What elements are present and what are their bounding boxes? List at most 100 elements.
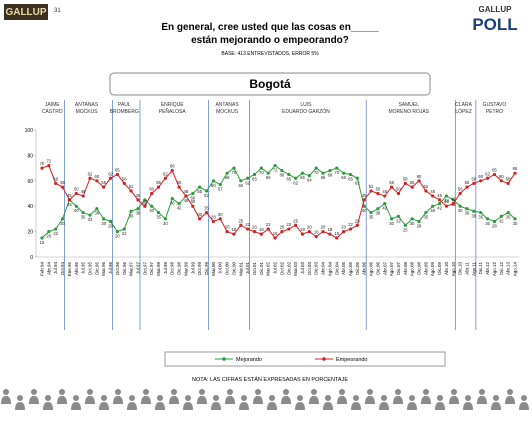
person-icon [29, 389, 39, 404]
x-tick-label: Dic.06 [375, 262, 380, 275]
person-icon [337, 389, 347, 404]
value-label: 35 [369, 215, 374, 220]
x-tick-label: Mar.00 [211, 262, 216, 276]
value-label: 52 [369, 184, 374, 189]
point [301, 233, 304, 236]
point [198, 217, 201, 220]
x-tick-label: Dic.96 [122, 262, 127, 275]
x-tick-label: Oct.95 [87, 262, 92, 276]
x-tick-label: Ago.11 [471, 262, 476, 276]
value-label: 42 [177, 206, 182, 211]
value-label: 18 [328, 227, 333, 232]
person-body [379, 402, 389, 410]
value-label: 60 [95, 174, 100, 179]
point [164, 177, 167, 180]
value-label: 65 [115, 167, 120, 172]
value-label: 70 [314, 170, 319, 175]
person-icon [85, 389, 95, 404]
person-head [185, 395, 191, 401]
value-label: 35 [204, 206, 209, 211]
person-body [99, 402, 109, 410]
point [479, 179, 482, 182]
point [376, 192, 379, 195]
person-head [367, 389, 373, 395]
person-icon [127, 395, 137, 410]
note: NOTA: LAS CIFRAS ESTÁN EXPRESADAS EN POR… [192, 376, 348, 383]
person-head [339, 389, 345, 395]
value-label: 57 [218, 187, 223, 192]
point [184, 194, 187, 197]
point [287, 227, 290, 230]
point [280, 230, 283, 233]
value-label: 72 [47, 159, 52, 164]
point [178, 186, 181, 189]
point [452, 202, 455, 205]
value-label: 28 [492, 223, 497, 228]
person-icon [99, 395, 109, 410]
value-label: 35 [478, 215, 483, 220]
mayor-label: SAMUEL [398, 102, 419, 108]
y-tick-label: 80 [27, 153, 33, 159]
person-head [87, 389, 93, 395]
x-tick-label: Jul.95 [81, 262, 86, 275]
mayor-label: MOCKUS [76, 109, 99, 115]
value-label: 35 [424, 215, 429, 220]
x-tick-label: Dic.97 [149, 262, 154, 275]
person-icon [407, 395, 417, 410]
value-label: 58 [122, 176, 127, 181]
person-head [241, 395, 247, 401]
x-tick-label: Mar.01 [238, 262, 243, 276]
point [486, 177, 489, 180]
person-icon [477, 389, 487, 404]
person-head [171, 389, 177, 395]
legend-dot [222, 357, 226, 361]
value-label: 35 [81, 215, 86, 220]
x-tick-label: Dic.00 [231, 262, 236, 275]
value-label: 36 [472, 213, 477, 218]
point [205, 211, 208, 214]
point [109, 177, 112, 180]
person-body [43, 402, 53, 410]
mayor-label: LUIS [300, 102, 312, 108]
point [239, 224, 242, 227]
x-tick-label: Ago.07 [389, 262, 394, 277]
person-head [395, 389, 401, 395]
point [116, 173, 119, 176]
point [328, 233, 331, 236]
person-icon [505, 389, 515, 404]
x-tick-label: Dic.12 [499, 262, 504, 275]
point [335, 236, 338, 239]
x-tick-label: Jul.02 [273, 262, 278, 275]
person-icon [267, 395, 277, 410]
person-body [463, 402, 473, 410]
value-label: 42 [382, 206, 387, 211]
point [356, 224, 359, 227]
x-tick-label: Mar.98 [156, 262, 161, 276]
person-head [59, 389, 65, 395]
person-head [31, 389, 37, 395]
value-label: 20 [341, 225, 346, 230]
person-body [29, 396, 39, 404]
person-body [183, 402, 193, 410]
x-tick-label: Ago.05 [348, 262, 353, 277]
value-label: 30 [197, 212, 202, 217]
page-number: 31 [54, 8, 61, 14]
person-body [365, 396, 375, 404]
point [308, 230, 311, 233]
mayor-label: MORENO ROJAS [388, 109, 429, 115]
x-tick-label: Dic.04 [334, 262, 339, 275]
brand: GALLUP [479, 5, 513, 14]
person-body [155, 402, 165, 410]
point [397, 192, 400, 195]
legend-dot [322, 357, 326, 361]
person-head [493, 395, 499, 401]
value-label: 62 [293, 180, 298, 185]
value-label: 45 [67, 202, 72, 207]
point [493, 173, 496, 176]
person-body [169, 396, 179, 404]
point [253, 230, 256, 233]
person-body [141, 396, 151, 404]
value-label: 15 [273, 231, 278, 236]
point [143, 205, 146, 208]
person-icon [323, 395, 333, 410]
